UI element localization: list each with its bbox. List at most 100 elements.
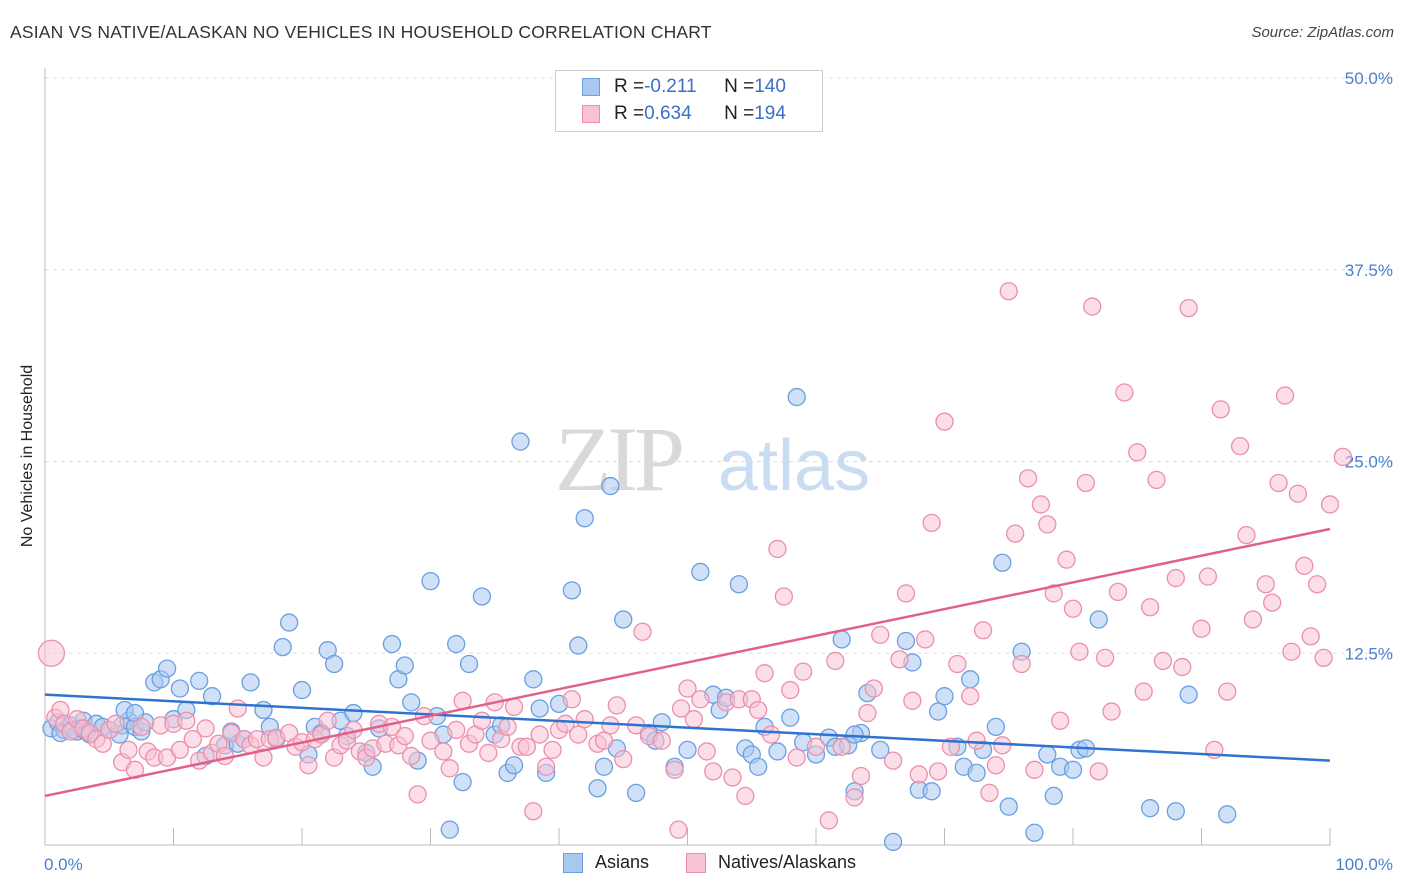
correlation-legend: R = -0.211 N = 140 R = 0.634 N = 194: [555, 70, 823, 132]
native-point: [851, 766, 871, 786]
series-swatch-natives: [686, 852, 706, 873]
native-point: [819, 811, 838, 830]
asian-point: [453, 772, 472, 792]
native-point: [1018, 469, 1038, 488]
asian-point: [626, 783, 646, 802]
legend-n-label: N =: [724, 76, 755, 97]
native-point: [1237, 525, 1256, 545]
native-point: [537, 757, 556, 776]
native-point: [170, 740, 190, 760]
asian-point: [883, 832, 903, 852]
native-point: [1108, 582, 1128, 602]
native-point: [607, 696, 626, 715]
series-legend-asians[interactable]: Asians: [563, 852, 649, 873]
native-point: [845, 788, 864, 807]
asian-point: [1025, 823, 1044, 842]
watermark-atlas: atlas: [718, 426, 870, 506]
native-point: [723, 768, 742, 787]
native-point: [1218, 682, 1237, 701]
series-label-asians: Asians: [595, 852, 650, 872]
series-natives: [37, 282, 1352, 839]
native-point: [447, 720, 466, 740]
asian-point: [440, 820, 459, 839]
asian-point: [1179, 685, 1198, 704]
native-point: [1173, 657, 1192, 677]
native-point: [106, 714, 125, 733]
asian-point: [1044, 786, 1063, 806]
native-point: [768, 539, 787, 559]
native-point: [922, 513, 941, 533]
native-point: [986, 756, 1006, 775]
series-legend-natives[interactable]: Natives/Alaskans: [686, 852, 856, 873]
native-point: [1211, 400, 1230, 419]
native-point: [928, 762, 948, 781]
native-point: [787, 748, 806, 767]
y-tick-label: 50.0%: [1345, 69, 1393, 88]
native-point: [594, 731, 614, 750]
asian-point: [395, 656, 414, 675]
asian-point: [691, 562, 710, 582]
asian-point: [402, 693, 421, 712]
native-point: [1147, 470, 1166, 490]
asian-point: [928, 702, 948, 721]
watermark-zip: ZIP: [555, 408, 682, 510]
asian-point: [575, 509, 594, 528]
native-point: [1076, 473, 1095, 493]
native-point: [761, 725, 781, 744]
asian-point: [614, 610, 633, 629]
native-point: [1243, 610, 1263, 629]
asian-point: [292, 680, 312, 700]
native-trend-line: [44, 527, 1331, 798]
native-point: [697, 742, 716, 761]
x-tick-label-max: 100.0%: [1335, 855, 1393, 874]
asian-point: [504, 756, 524, 775]
asian-point: [652, 713, 671, 732]
source-label: Source: ZipAtlas.com: [1251, 24, 1394, 41]
native-point: [755, 664, 774, 683]
legend-n-label: N =: [724, 103, 755, 124]
native-point: [1102, 702, 1121, 721]
series-legend: Asians Natives/Alaskans: [0, 852, 1406, 876]
native-point: [183, 730, 202, 749]
asian-point: [421, 572, 440, 591]
legend-r-label: R =: [614, 103, 645, 124]
native-point: [1295, 556, 1314, 575]
asian-point: [678, 740, 697, 760]
native-point: [1314, 648, 1333, 668]
asian-point: [961, 670, 980, 689]
native-point: [1128, 443, 1147, 462]
legend-row-asians: R = -0.211 N = 140: [556, 75, 786, 99]
native-point: [562, 690, 581, 709]
native-point: [498, 717, 517, 737]
legend-swatch-asians: [582, 78, 600, 96]
native-point: [408, 785, 427, 804]
asian-point: [569, 636, 588, 655]
asian-point: [993, 553, 1012, 572]
native-point: [980, 783, 999, 802]
native-point: [1192, 619, 1211, 638]
y-tick-label: 25.0%: [1345, 453, 1393, 472]
asian-point: [967, 763, 986, 783]
native-point: [1230, 437, 1250, 456]
asian-point: [1038, 745, 1057, 764]
native-point: [781, 680, 800, 700]
native-point: [132, 717, 151, 737]
asian-point: [1166, 802, 1185, 821]
native-point: [1140, 598, 1160, 617]
asian-point: [157, 659, 177, 678]
native-point: [864, 679, 883, 698]
native-point: [530, 725, 549, 744]
native-point: [1057, 550, 1076, 569]
native-point: [1025, 760, 1044, 779]
asian-point: [845, 725, 864, 744]
native-point: [1333, 447, 1352, 467]
asian-point: [922, 782, 941, 801]
native-point: [774, 587, 794, 606]
native-point: [1089, 762, 1108, 781]
chart-title: ASIAN VS NATIVE/ALASKAN NO VEHICLES IN H…: [10, 22, 712, 42]
native-point: [671, 699, 691, 718]
native-point: [1012, 654, 1031, 674]
native-point: [678, 679, 697, 698]
native-point: [896, 584, 916, 603]
y-tick-label: 37.5%: [1345, 261, 1393, 280]
